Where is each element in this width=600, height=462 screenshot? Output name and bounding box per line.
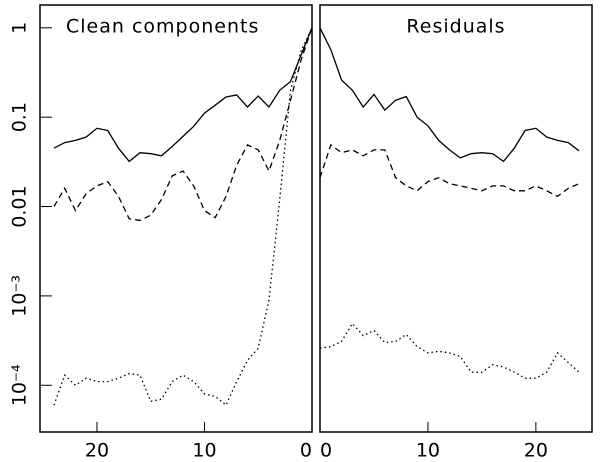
- x-tick-label: 10: [416, 440, 440, 462]
- series-line: [53, 27, 313, 222]
- series-line: [319, 143, 580, 198]
- series-line: [319, 322, 580, 379]
- x-tick-label: 10: [192, 440, 216, 462]
- series-line: [53, 27, 313, 163]
- panel-title: Clean components: [66, 16, 259, 38]
- x-tick-label: 20: [85, 440, 109, 462]
- y-tick-label: 0.1: [9, 102, 31, 132]
- x-tick-label: 20: [524, 440, 548, 462]
- y-tick-label: 10⁻³: [9, 275, 31, 317]
- series-line: [319, 27, 580, 163]
- plot-frame: [319, 4, 593, 433]
- y-tick-label: 10⁻⁴: [9, 364, 31, 406]
- series-line: [53, 27, 313, 407]
- plot-frame: [39, 4, 313, 433]
- panel-title: Residuals: [406, 16, 505, 38]
- y-tick-label: 0.01: [9, 185, 31, 227]
- x-tick-label: 0: [300, 440, 312, 462]
- x-tick-label: 0: [320, 440, 332, 462]
- y-tick-label: 1: [9, 22, 31, 34]
